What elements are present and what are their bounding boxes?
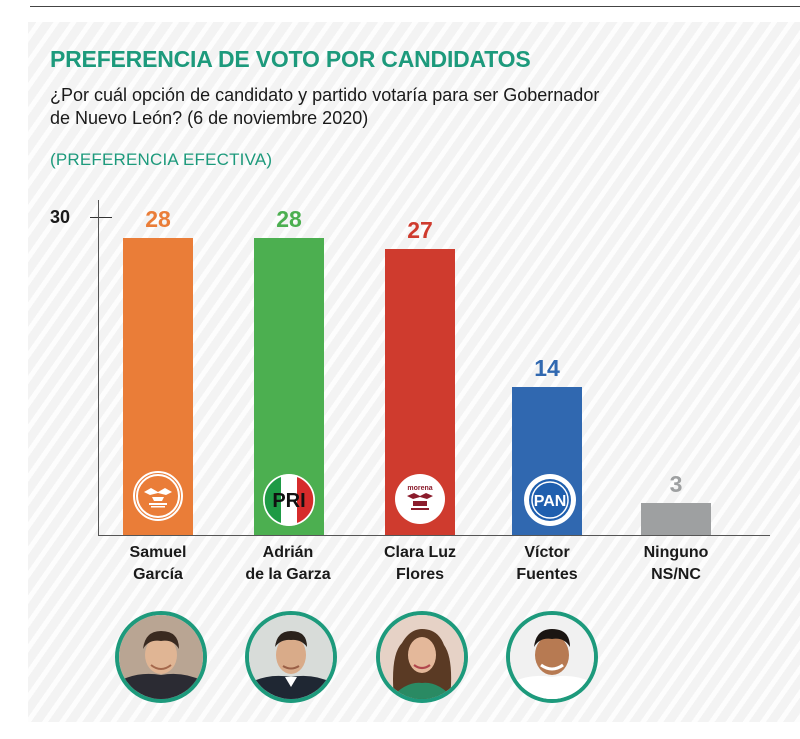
bar-value-label-1: 28 [145, 206, 171, 233]
candidate-photo-adrian-de-la-garza [245, 611, 337, 703]
bar-value-label-4: 14 [534, 354, 560, 381]
candidate-name-clara-luz-flores: Clara Luz Flores [350, 542, 490, 586]
candidate-photo-victor-fuentes [506, 611, 598, 703]
morena-logo-text: morena [407, 485, 432, 492]
candidate-name-line1: Adrián [262, 544, 314, 561]
top-rule [30, 6, 800, 7]
bar-value-label-2: 28 [276, 206, 302, 233]
bar-value-label-3: 27 [407, 216, 433, 243]
candidate-name-line2: Flores [395, 566, 444, 583]
y-tick-label: 30 [50, 207, 71, 227]
candidate-name-victor-fuentes: Víctor Fuentes [477, 542, 617, 586]
candidate-name-line1: Samuel [129, 544, 187, 561]
x-axis [98, 535, 770, 536]
candidate-photo-clara-luz-flores [376, 611, 468, 703]
candidate-photo-samuel-garcia [115, 611, 207, 703]
candidate-name-samuel-garcia: Samuel García [88, 542, 228, 586]
morena-logo-icon: morena [395, 474, 445, 524]
bar-5 [641, 503, 711, 535]
bar-value-label-5: 3 [669, 471, 683, 498]
candidate-name-line1: Clara Luz [383, 544, 456, 561]
candidate-name-line2: Fuentes [516, 566, 578, 583]
pan-logo-icon: PAN [524, 474, 576, 526]
candidate-name-adrian-de-la-garza: Adrián de la Garza [218, 542, 358, 586]
candidate-name-line1: Víctor [524, 544, 570, 561]
candidate-name-ninguno: Ninguno NS/NC [606, 542, 746, 586]
chart-title: PREFERENCIA DE VOTO POR CANDIDATOS [50, 46, 531, 72]
pri-logo-icon: PRI [263, 474, 315, 526]
candidate-name-line2: NS/NC [651, 566, 701, 583]
pan-logo-text: PAN [534, 493, 567, 510]
y-tick-mark [90, 217, 112, 218]
candidate-name-line2: García [133, 566, 183, 583]
y-axis [98, 200, 99, 536]
mc-logo-icon [133, 471, 183, 521]
chart-subtitle: (PREFERENCIA EFECTIVA) [50, 150, 273, 169]
candidate-name-line1: Ninguno [643, 544, 709, 561]
survey-question: ¿Por cuál opción de candidato y partido … [50, 85, 600, 128]
candidate-name-line2: de la Garza [245, 566, 331, 583]
pri-logo-text: PRI [272, 490, 305, 512]
